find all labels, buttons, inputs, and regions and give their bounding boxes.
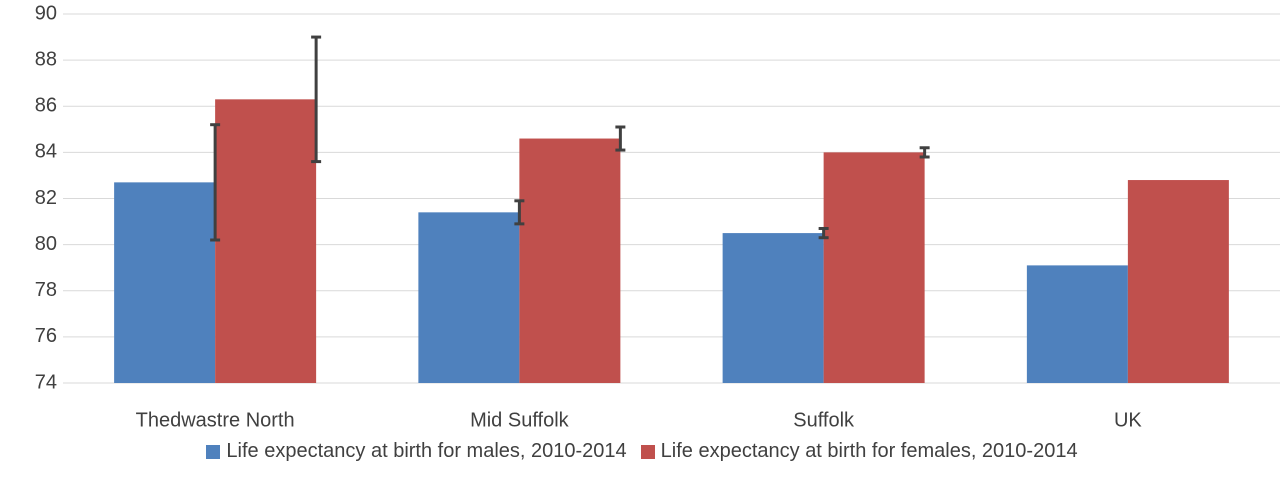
y-tick-label: 74 [35,371,57,393]
legend-label: Life expectancy at birth for males, 2010… [226,440,627,462]
x-tick-label: Thedwastre North [136,409,295,431]
chart: 74 76 78 80 82 84 86 88 90 Thedwastre North Mid Su… [35,2,1280,431]
y-tick-label: 76 [35,325,57,347]
bar [1026,265,1128,383]
x-tick-label: Suffolk [793,409,855,431]
legend: Life expectancy at birth for males, 2010… [0,440,1284,463]
bar [114,182,216,383]
y-tick-label: 80 [35,233,57,255]
bar [823,152,925,383]
y-tick-label: 78 [35,279,57,301]
y-tick-label: 90 [35,2,57,24]
error-bar [514,199,525,226]
bar [519,138,621,383]
y-tick-label: 82 [35,187,57,209]
error-bar [210,123,221,242]
error-bar [311,35,322,164]
y-tick-label: 84 [35,141,57,163]
bar [418,212,520,383]
legend-swatch [206,444,221,459]
legend-swatch [640,444,655,459]
legend-item: Life expectancy at birth for males, 2010… [206,440,627,463]
bar [215,99,317,384]
legend-item: Life expectancy at birth for females, 20… [640,440,1078,463]
y-tick-label: 86 [35,95,57,117]
bar [1127,180,1229,383]
error-bar [615,125,626,152]
x-tick-label: UK [1114,409,1142,431]
legend-label: Life expectancy at birth for females, 20… [660,440,1078,462]
bar [722,233,824,383]
x-tick-label: Mid Suffolk [470,409,570,431]
error-bar [919,146,930,159]
error-bar [818,226,829,240]
y-tick-label: 88 [35,48,57,70]
